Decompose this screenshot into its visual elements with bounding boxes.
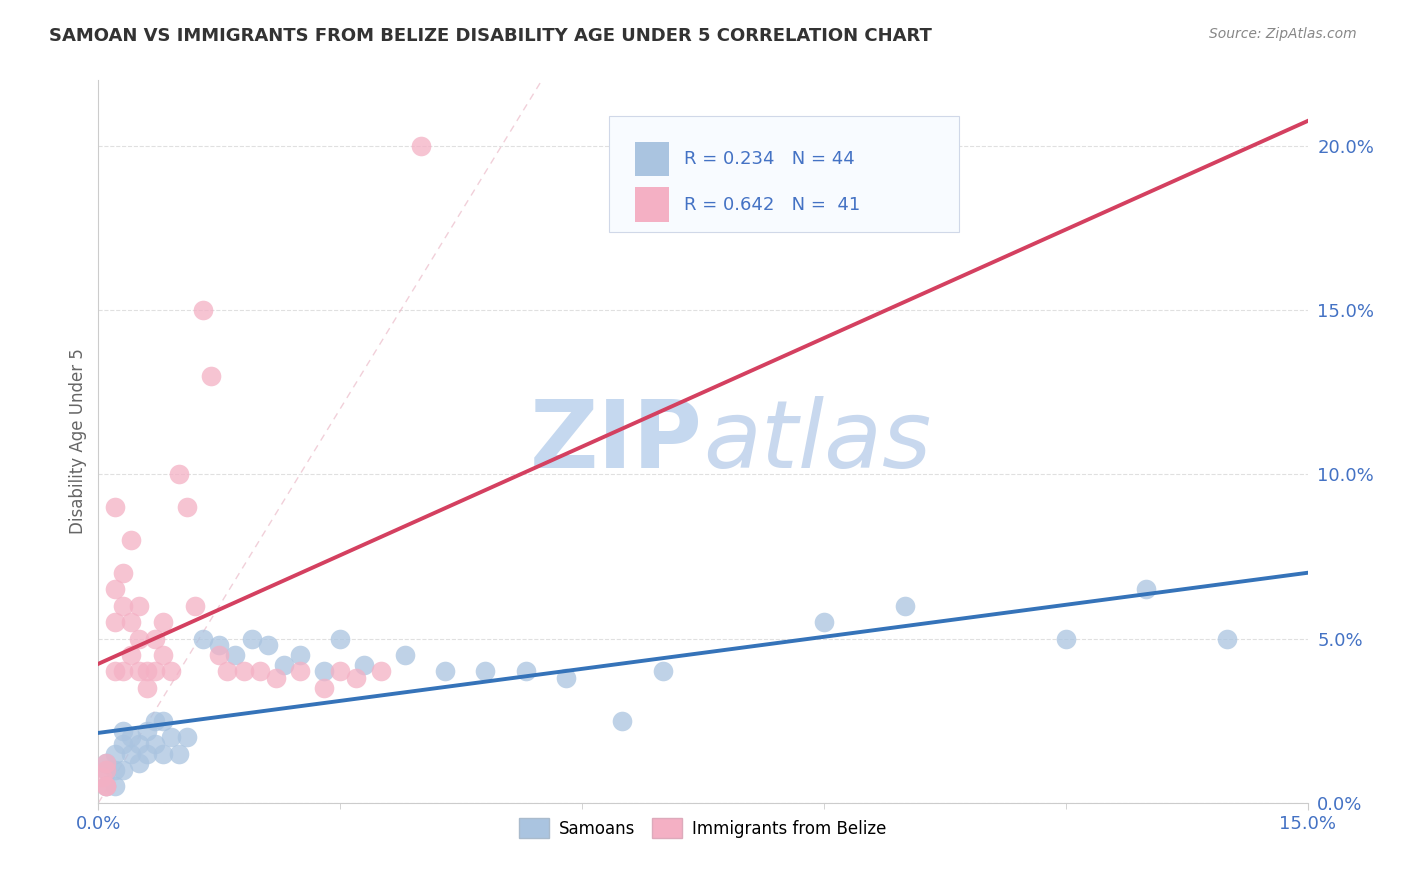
Point — [232, 665, 254, 679]
Point — [152, 615, 174, 630]
Point — [240, 632, 263, 646]
Text: SAMOAN VS IMMIGRANTS FROM BELIZE DISABILITY AGE UNDER 5 CORRELATION CHART: SAMOAN VS IMMIGRANTS FROM BELIZE DISABIL… — [49, 27, 932, 45]
Point — [128, 665, 150, 679]
Point — [111, 723, 134, 738]
Point — [96, 780, 118, 794]
Point — [152, 714, 174, 728]
Point — [370, 665, 392, 679]
Point — [152, 648, 174, 662]
Point — [96, 763, 118, 777]
Point — [314, 681, 336, 695]
Point — [314, 665, 336, 679]
Point — [224, 648, 246, 662]
Point — [555, 671, 578, 685]
Point — [103, 763, 125, 777]
Point — [249, 665, 271, 679]
Y-axis label: Disability Age Under 5: Disability Age Under 5 — [69, 349, 87, 534]
FancyBboxPatch shape — [609, 116, 959, 232]
Point — [103, 747, 125, 761]
Point — [612, 714, 634, 728]
Point — [152, 747, 174, 761]
Point — [176, 500, 198, 515]
Text: atlas: atlas — [703, 396, 931, 487]
Point — [288, 665, 311, 679]
Point — [128, 756, 150, 771]
Point — [1216, 632, 1239, 646]
Point — [111, 763, 134, 777]
Point — [143, 632, 166, 646]
Point — [193, 632, 215, 646]
Legend: Samoans, Immigrants from Belize: Samoans, Immigrants from Belize — [513, 812, 893, 845]
Point — [103, 665, 125, 679]
Point — [288, 648, 311, 662]
Point — [143, 714, 166, 728]
Point — [111, 737, 134, 751]
Point — [353, 657, 375, 672]
Point — [143, 737, 166, 751]
Point — [167, 747, 190, 761]
Point — [135, 665, 157, 679]
Point — [264, 671, 287, 685]
Point — [128, 599, 150, 613]
Point — [273, 657, 295, 672]
Point — [120, 730, 142, 744]
Point — [96, 780, 118, 794]
Point — [344, 671, 367, 685]
Point — [103, 582, 125, 597]
Point — [329, 632, 352, 646]
Text: ZIP: ZIP — [530, 395, 703, 488]
FancyBboxPatch shape — [636, 142, 669, 177]
Point — [515, 665, 537, 679]
Point — [135, 681, 157, 695]
Text: R = 0.234   N = 44: R = 0.234 N = 44 — [683, 150, 855, 168]
Point — [111, 566, 134, 580]
Point — [96, 756, 118, 771]
Point — [208, 648, 231, 662]
FancyBboxPatch shape — [636, 187, 669, 222]
Point — [96, 780, 118, 794]
Point — [91, 770, 114, 784]
Point — [329, 665, 352, 679]
Point — [409, 139, 432, 153]
Point — [96, 763, 118, 777]
Point — [200, 368, 222, 383]
Point — [103, 615, 125, 630]
Point — [184, 599, 207, 613]
Text: Source: ZipAtlas.com: Source: ZipAtlas.com — [1209, 27, 1357, 41]
Point — [111, 665, 134, 679]
Point — [128, 632, 150, 646]
Point — [176, 730, 198, 744]
Point — [474, 665, 496, 679]
Point — [120, 615, 142, 630]
Point — [103, 780, 125, 794]
Point — [256, 638, 278, 652]
Point — [193, 303, 215, 318]
Point — [120, 648, 142, 662]
Point — [1135, 582, 1157, 597]
Point — [651, 665, 673, 679]
Point — [128, 737, 150, 751]
Point — [813, 615, 835, 630]
Text: R = 0.642   N =  41: R = 0.642 N = 41 — [683, 195, 860, 213]
Point — [143, 665, 166, 679]
Point — [120, 747, 142, 761]
Point — [135, 723, 157, 738]
Point — [160, 665, 183, 679]
Point — [103, 500, 125, 515]
Point — [217, 665, 239, 679]
Point — [167, 467, 190, 482]
Point — [111, 599, 134, 613]
Point — [120, 533, 142, 547]
Point — [394, 648, 416, 662]
Point — [96, 756, 118, 771]
Point — [135, 747, 157, 761]
Point — [160, 730, 183, 744]
Point — [434, 665, 457, 679]
Point — [893, 599, 915, 613]
Point — [208, 638, 231, 652]
Point — [1054, 632, 1077, 646]
